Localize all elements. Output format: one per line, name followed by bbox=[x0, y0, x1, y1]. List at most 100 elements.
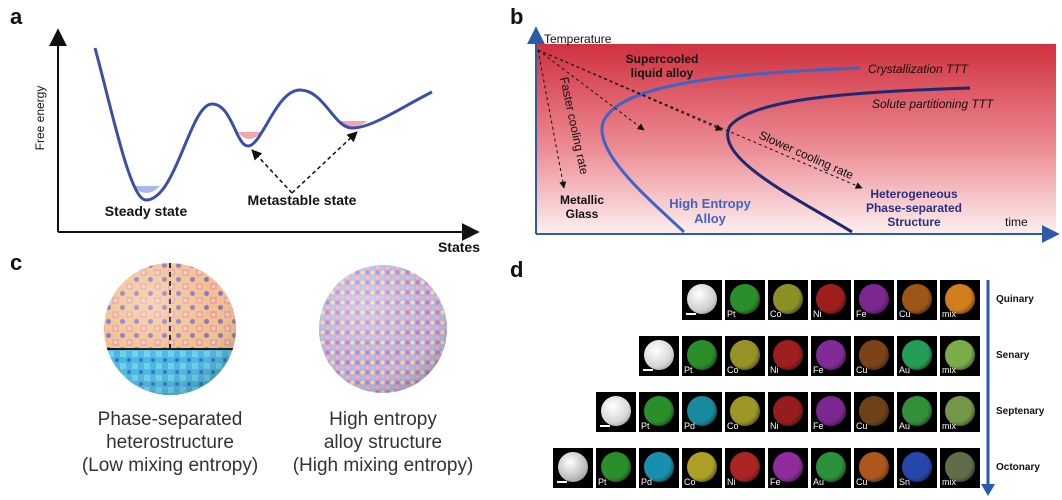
panel-b-ttt-diagram: Temperature time Supercooled liquid allo… bbox=[527, 26, 1060, 243]
nanoparticle bbox=[773, 284, 803, 314]
cooling-path-4 bbox=[537, 49, 863, 189]
element-label: Pd bbox=[641, 477, 653, 487]
panel-letter-c: c bbox=[10, 250, 23, 275]
nanoparticle bbox=[945, 340, 975, 370]
free-energy-label: Free energy bbox=[33, 86, 47, 151]
element-label: Pt bbox=[598, 477, 607, 487]
element-label: Cu bbox=[856, 365, 868, 375]
element-map-tile: Ni bbox=[768, 392, 808, 432]
element-label: mix bbox=[942, 309, 956, 319]
element-label: Co bbox=[727, 365, 739, 375]
supercooled-label-line1: Supercooled bbox=[626, 52, 699, 66]
nanoparticle bbox=[601, 452, 631, 482]
nanoparticle bbox=[601, 396, 631, 426]
nanoparticle bbox=[687, 340, 717, 370]
nanoparticle bbox=[859, 284, 889, 314]
crystallization-ttt-label: Crystallization TTT bbox=[868, 62, 970, 76]
nanoparticle bbox=[773, 340, 803, 370]
hea-label-line1: High Entropy bbox=[669, 196, 751, 211]
panel-c-spheres bbox=[104, 263, 447, 395]
element-map-tile: Pd bbox=[639, 448, 679, 488]
nanoparticle bbox=[902, 284, 932, 314]
element-label: Cu bbox=[856, 477, 868, 487]
element-label: Fe bbox=[813, 365, 824, 375]
element-map-tile: Co bbox=[725, 336, 765, 376]
element-label: Au bbox=[899, 365, 911, 375]
element-map-tile: mix bbox=[940, 448, 980, 488]
element-label: mix bbox=[942, 421, 956, 431]
row-label: Octonary bbox=[996, 462, 1040, 473]
element-label: Fe bbox=[813, 421, 824, 431]
nanoparticle bbox=[816, 452, 846, 482]
element-label: Ni bbox=[727, 477, 736, 487]
element-label: Co bbox=[727, 421, 739, 431]
nanoparticle bbox=[730, 452, 760, 482]
nanoparticle bbox=[859, 340, 889, 370]
nanoparticle bbox=[687, 452, 717, 482]
scale-bar bbox=[600, 425, 610, 427]
high-entropy-caption: High entropy alloy structure (High mixin… bbox=[273, 408, 493, 477]
metastable-arrow-right bbox=[291, 131, 358, 194]
scale-bar bbox=[686, 313, 696, 315]
metastable-arrow-left bbox=[251, 149, 293, 194]
scale-bar bbox=[557, 481, 567, 483]
row-label: Senary bbox=[996, 350, 1030, 361]
element-map-tile: Ni bbox=[725, 448, 765, 488]
nanoparticle bbox=[558, 452, 588, 482]
element-map-tile: Fe bbox=[811, 392, 851, 432]
element-map-tile: Co bbox=[725, 392, 765, 432]
bright-field-image bbox=[596, 392, 636, 432]
nanoparticle bbox=[859, 396, 889, 426]
element-map-tile: Co bbox=[682, 448, 722, 488]
nanoparticle bbox=[816, 284, 846, 314]
phase-separated-sphere bbox=[104, 263, 236, 395]
element-label: Au bbox=[813, 477, 825, 487]
high-entropy-sphere bbox=[319, 265, 447, 393]
element-label: Ni bbox=[770, 365, 779, 375]
element-label: Pt bbox=[641, 421, 650, 431]
bright-field-image bbox=[682, 280, 722, 320]
element-label: Sn bbox=[899, 477, 911, 487]
nanoparticle bbox=[945, 452, 975, 482]
bright-field-image bbox=[553, 448, 593, 488]
nanoparticle bbox=[902, 340, 932, 370]
nanoparticle bbox=[730, 284, 760, 314]
panel-d-eds-maps: Pt Co Ni Fe Cu mix Quinary Pt Co Ni Fe Cu Au mix Senar… bbox=[536, 280, 1062, 500]
solute-partitioning-ttt-curve bbox=[726, 86, 971, 234]
steady-state-fill bbox=[133, 186, 160, 193]
element-label: Au bbox=[899, 421, 911, 431]
nanoparticle bbox=[644, 396, 674, 426]
element-map-tile: Cu bbox=[854, 392, 894, 432]
nanoparticle bbox=[687, 284, 717, 314]
hetero-label-line1: Heterogeneous bbox=[870, 187, 958, 201]
nanoparticle bbox=[773, 452, 803, 482]
element-map-tile: Pt bbox=[639, 392, 679, 432]
caption-line: (High mixing entropy) bbox=[292, 455, 474, 476]
element-map-tile: Pt bbox=[682, 336, 722, 376]
temperature-gradient bbox=[536, 44, 1056, 234]
nanoparticle bbox=[687, 396, 717, 426]
hetero-label-line2: Phase-separated bbox=[866, 201, 962, 215]
nanoparticle bbox=[945, 284, 975, 314]
crystallization-ttt-curve bbox=[600, 66, 861, 234]
element-map-tile: mix bbox=[940, 280, 980, 320]
element-label: Pt bbox=[727, 309, 736, 319]
bright-field-image bbox=[639, 336, 679, 376]
element-label: Co bbox=[770, 309, 782, 319]
solute-partitioning-ttt-label: Solute partitioning TTT bbox=[872, 97, 995, 111]
free-energy-curve bbox=[93, 47, 433, 202]
caption-line: Phase-separated bbox=[97, 409, 243, 430]
element-map-tile: mix bbox=[940, 392, 980, 432]
panel-a-free-energy-diagram: Free energy States Steady state Metastab… bbox=[33, 28, 480, 255]
element-count-arrow bbox=[981, 280, 995, 496]
element-map-tile: Co bbox=[768, 280, 808, 320]
caption-line: High entropy bbox=[329, 409, 437, 430]
nanoparticle bbox=[945, 396, 975, 426]
element-map-tile: Sn bbox=[897, 448, 937, 488]
element-label: Pt bbox=[684, 365, 693, 375]
nanoparticle bbox=[902, 452, 932, 482]
element-label: Cu bbox=[856, 421, 868, 431]
panel-letter-a: a bbox=[10, 4, 23, 29]
states-label: States bbox=[438, 239, 480, 255]
nanoparticle bbox=[859, 452, 889, 482]
